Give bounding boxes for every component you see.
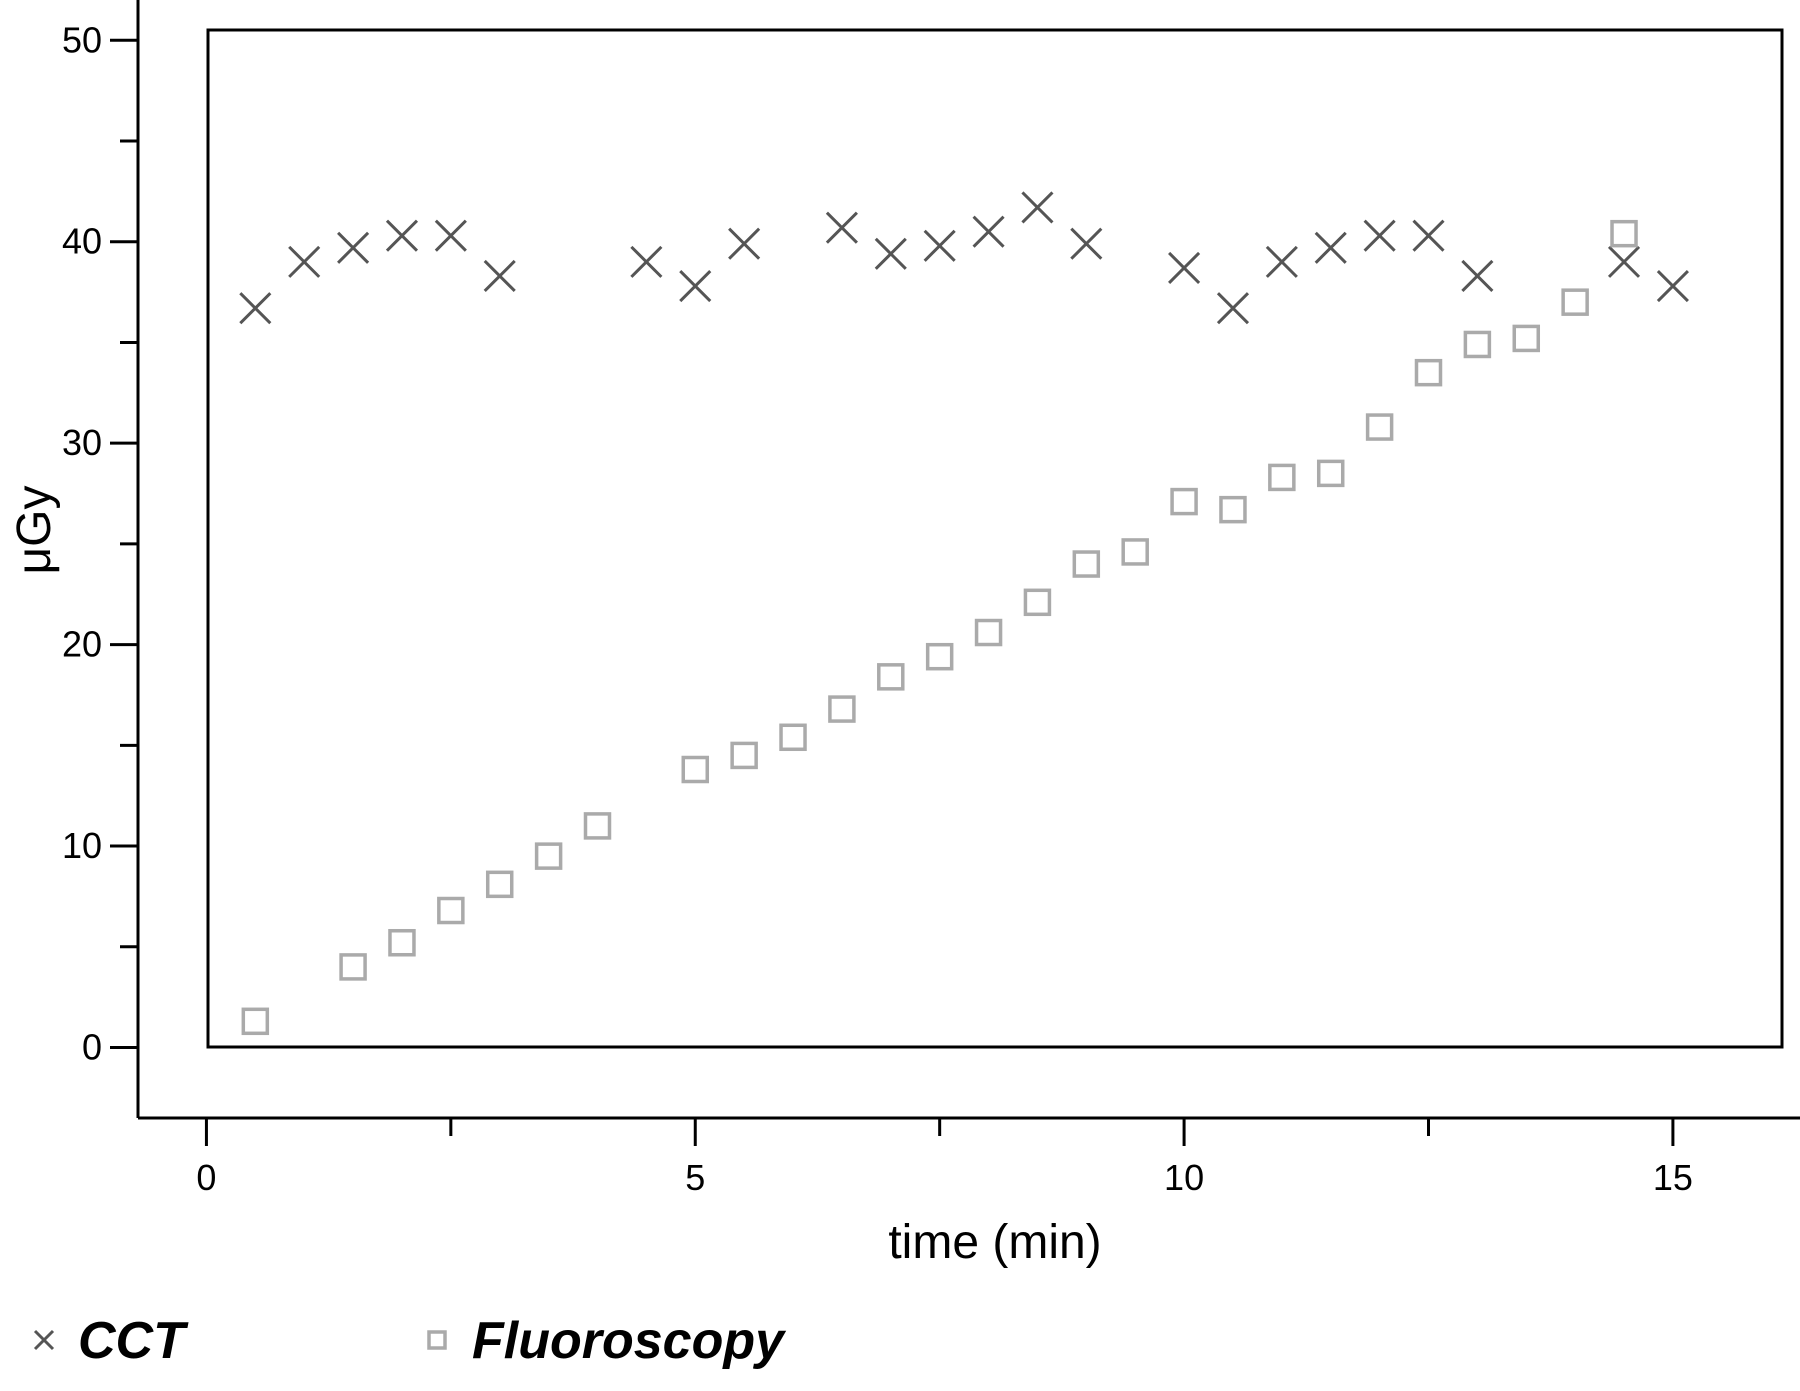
y-tick-label: 20 <box>62 624 102 665</box>
series-fluoroscopy <box>241 219 1638 1036</box>
fluoroscopy-point <box>241 1007 270 1036</box>
legend: CCT Fluoroscopy <box>33 1312 787 1370</box>
fluoroscopy-point <box>681 755 710 784</box>
cct-point <box>874 237 907 270</box>
y-tick-label: 30 <box>62 422 102 463</box>
fluoroscopy-point <box>974 618 1003 647</box>
legend-item-fluoroscopy: Fluoroscopy <box>427 1312 787 1370</box>
cct-point <box>825 211 858 244</box>
fluoroscopy-point <box>1023 588 1052 617</box>
cct-point <box>1265 245 1298 278</box>
x-tick-label: 0 <box>196 1157 216 1198</box>
cct-point <box>1216 292 1250 325</box>
cct-point <box>1168 251 1201 284</box>
cct-point <box>679 269 712 303</box>
fluoroscopy-point <box>877 663 905 691</box>
fluoroscopy-point <box>1170 487 1198 516</box>
cct-point <box>1314 231 1347 264</box>
cct-point <box>1461 259 1494 293</box>
fluoroscopy-point <box>1072 550 1101 578</box>
fluoroscopy-point <box>1316 459 1345 488</box>
legend-item-cct: CCT <box>33 1312 189 1370</box>
cct-point <box>1021 191 1054 224</box>
axes: 0 10 20 30 40 50 0 5 10 15 <box>62 0 1800 1198</box>
fluoroscopy-point <box>485 870 514 899</box>
x-tick-label: 5 <box>685 1157 705 1198</box>
fluoroscopy-point <box>437 896 465 925</box>
x-tick-label: 15 <box>1653 1157 1693 1198</box>
fluoroscopy-point <box>1463 330 1492 359</box>
x-tick-label: 10 <box>1164 1157 1204 1198</box>
cct-point <box>972 215 1005 248</box>
y-axis-title: μGy <box>8 486 61 575</box>
fluoroscopy-point <box>583 812 612 840</box>
y-tick-label: 0 <box>82 1026 102 1067</box>
cct-point <box>630 245 663 278</box>
cct-point <box>239 292 272 325</box>
y-tick-label: 10 <box>62 825 102 866</box>
y-tick-label: 40 <box>62 221 102 262</box>
cct-point <box>288 245 321 278</box>
cct-point <box>1656 269 1689 303</box>
cct-point <box>1070 227 1103 260</box>
cct-point <box>337 231 370 264</box>
fluoroscopy-point <box>925 642 954 671</box>
y-tick-label: 50 <box>62 19 102 60</box>
fluoroscopy-point <box>1561 288 1589 316</box>
plot-frame <box>206 28 1784 1049</box>
plot-frame-box <box>206 28 1784 1049</box>
fluoroscopy-point <box>1414 358 1443 387</box>
fluoroscopy-point <box>388 928 416 957</box>
x-axis-title: time (min) <box>888 1216 1101 1269</box>
legend-label: Fluoroscopy <box>472 1312 787 1370</box>
fluoroscopy-point <box>730 741 758 770</box>
cct-point <box>1607 245 1641 278</box>
fluoroscopy-point <box>534 842 563 870</box>
fluoroscopy-point <box>1268 463 1296 492</box>
cct-point <box>923 229 956 262</box>
cct-point <box>434 219 467 252</box>
fluoroscopy-point <box>339 953 367 981</box>
legend-label: CCT <box>78 1312 189 1370</box>
fluoroscopy-point <box>1610 219 1638 248</box>
legend-fluoroscopy-marker <box>427 1330 447 1350</box>
fluoroscopy-point <box>1121 538 1149 566</box>
cct-point <box>728 227 761 260</box>
fluoroscopy-point <box>779 723 807 752</box>
series-cct <box>239 191 1689 325</box>
fluoroscopy-point <box>1219 495 1247 524</box>
cct-point <box>385 219 419 252</box>
fluoroscopy-point <box>1512 324 1541 353</box>
legend-cct-marker <box>33 1329 55 1351</box>
cct-point <box>483 259 516 293</box>
cct-point <box>1363 219 1396 252</box>
cct-point <box>1412 219 1445 252</box>
fluoroscopy-point <box>1365 413 1394 441</box>
data-markers <box>239 191 1689 1036</box>
fluoroscopy-point <box>828 695 856 723</box>
